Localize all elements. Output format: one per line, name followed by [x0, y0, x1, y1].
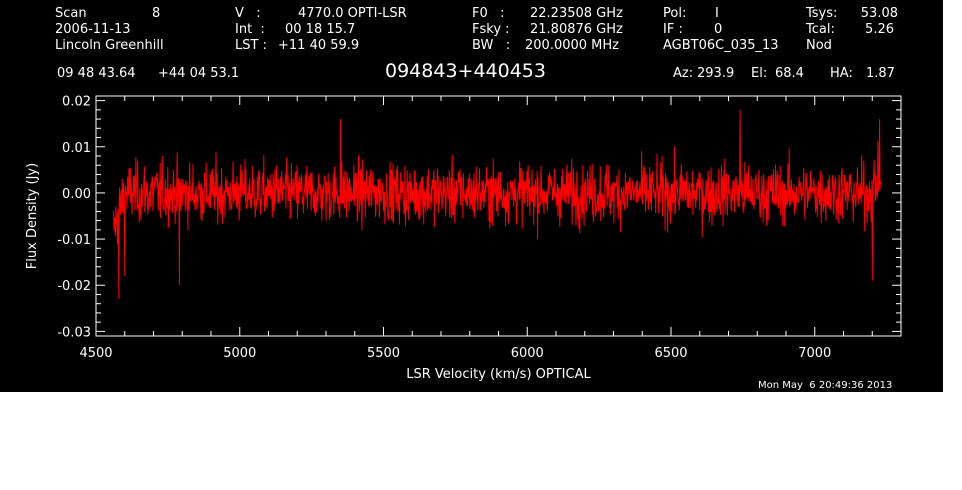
- observation-date: 2006-11-13: [55, 22, 131, 37]
- y-tick-label: -0.02: [57, 279, 91, 294]
- lst-label: LST :: [235, 38, 267, 53]
- if-value: 0: [714, 22, 723, 37]
- y-tick-label: 0.02: [62, 95, 91, 110]
- hour-angle-label: HA:: [830, 66, 853, 81]
- sky-frequency-label: Fsky :: [472, 22, 510, 37]
- observer-name: Lincoln Greenhill: [55, 38, 164, 53]
- source-name: 094843+440453: [385, 60, 546, 82]
- bandwidth-label: BW :: [472, 38, 511, 53]
- x-tick-label: 6500: [654, 346, 687, 361]
- rest-frequency-value: 22.23508 GHz: [530, 6, 623, 21]
- tsys-label: Tsys:: [806, 6, 838, 21]
- y-tick-label: -0.03: [57, 325, 91, 340]
- axis-ticks: 4500 5000 5500 6000 6500 7000 -0.03 -0.02 -0.01 0…: [57, 95, 902, 361]
- integration-label: Int :: [235, 22, 265, 37]
- declination: +44 04 53.1: [158, 66, 240, 81]
- y-tick-label: 0.00: [62, 187, 91, 202]
- plot-timestamp: Mon May 6 20:49:36 2013: [758, 380, 893, 391]
- integration-value: 00 18 15.7: [285, 22, 356, 37]
- velocity-value: 4770.0 OPTI-LSR: [298, 6, 407, 21]
- plot-frame: [95, 95, 902, 337]
- x-tick-label: 4500: [79, 346, 112, 361]
- x-tick-label: 5500: [367, 346, 400, 361]
- sky-frequency-value: 21.80876 GHz: [530, 22, 623, 37]
- hour-angle-value: 1.87: [866, 66, 895, 81]
- rest-frequency-label: F0 :: [472, 6, 505, 21]
- x-axis-label: LSR Velocity (km/s) OPTICAL: [406, 367, 591, 382]
- scan-value: 8: [152, 6, 161, 21]
- x-tick-label: 5000: [223, 346, 256, 361]
- lst-value: +11 40 59.9: [278, 38, 360, 53]
- polarization-label: Pol:: [663, 6, 687, 21]
- tcal-label: Tcal:: [806, 22, 835, 37]
- y-tick-label: 0.01: [62, 141, 91, 156]
- spectrum-line: [112, 109, 882, 300]
- azimuth-label: Az:: [673, 66, 694, 81]
- velocity-label: V :: [235, 6, 261, 21]
- bandwidth-value: 200.0000 MHz: [525, 38, 619, 53]
- right-ascension: 09 48 43.64: [57, 66, 136, 81]
- elevation-label: El:: [751, 66, 768, 81]
- azimuth-value: 293.9: [697, 66, 735, 81]
- y-axis-label: Flux Density (Jy): [25, 163, 40, 269]
- project-id: AGBT06C_035_13: [663, 38, 779, 53]
- x-tick-label: 7000: [798, 346, 831, 361]
- elevation-value: 68.4: [775, 66, 804, 81]
- spectrum-chart: 4500 5000 5500 6000 6500 7000 -0.03 -0.02 -0.01 0…: [25, 95, 902, 382]
- spectrum-series: [112, 109, 882, 300]
- x-tick-label: 6000: [511, 346, 544, 361]
- polarization-value: I: [715, 6, 719, 21]
- y-tick-label: -0.01: [57, 233, 91, 248]
- tcal-value: 5.26: [865, 22, 894, 37]
- observing-mode: Nod: [806, 38, 832, 53]
- tsys-value: 53.08: [860, 6, 898, 21]
- scan-label: Scan: [55, 6, 87, 21]
- if-label: IF :: [663, 22, 683, 37]
